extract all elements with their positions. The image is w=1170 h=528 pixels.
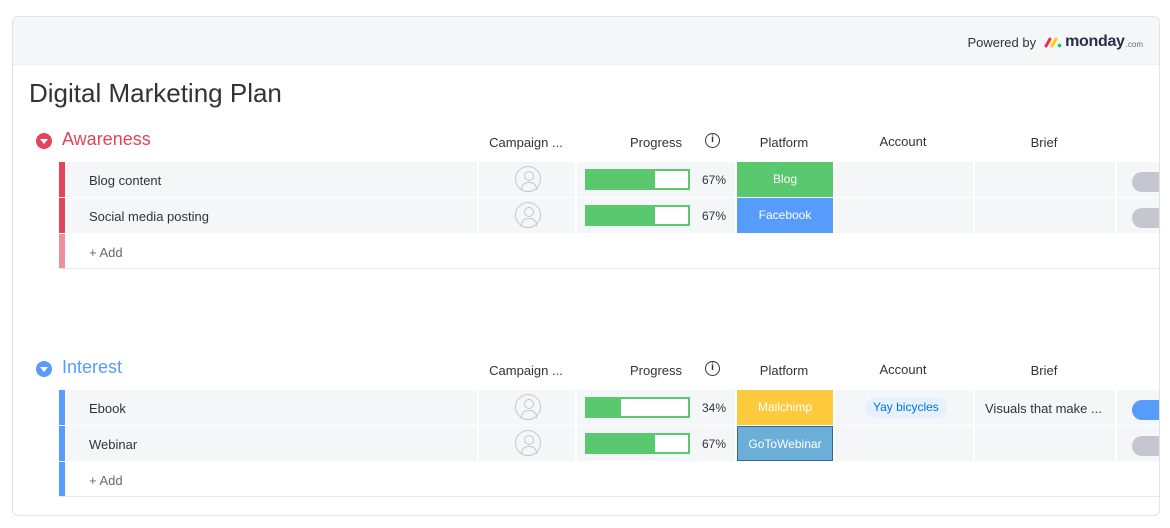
- account-cell[interactable]: [835, 198, 973, 233]
- toggle-cell: [1117, 390, 1159, 425]
- brief-text: Visuals that make ...: [985, 401, 1102, 416]
- item-name-cell[interactable]: Ebook: [67, 390, 477, 425]
- progress-cell: 34%: [577, 390, 735, 425]
- powered-by[interactable]: Powered by monday .com: [967, 33, 1143, 51]
- top-bar: Powered by monday .com: [13, 17, 1159, 65]
- column-header-owner[interactable]: Campaign ...: [489, 363, 563, 378]
- item-name: Ebook: [89, 401, 126, 416]
- column-header-owner[interactable]: Campaign ...: [489, 135, 563, 150]
- table-row[interactable]: Webinar 67% GoToWebinar: [59, 426, 1159, 461]
- progress-bar: [585, 169, 690, 190]
- person-icon[interactable]: [515, 202, 541, 228]
- brief-cell[interactable]: [975, 426, 1115, 461]
- column-header-account[interactable]: Account: [879, 362, 927, 377]
- table-row[interactable]: Social media posting 67% Facebook: [59, 198, 1159, 233]
- chevron-down-icon[interactable]: [36, 133, 52, 149]
- column-header-platform[interactable]: Platform: [759, 363, 809, 378]
- platform-status[interactable]: Blog: [737, 162, 833, 197]
- progress-percent: 67%: [702, 209, 727, 223]
- owner-cell[interactable]: [479, 162, 575, 197]
- platform-status[interactable]: Facebook: [737, 198, 833, 233]
- account-cell[interactable]: Yay bicycles: [835, 390, 973, 425]
- logo-suffix: .com: [1125, 40, 1143, 49]
- column-header-progress[interactable]: Progress: [629, 363, 683, 378]
- account-cell[interactable]: [835, 162, 973, 197]
- toggle-cell: [1117, 162, 1159, 197]
- toggle-switch[interactable]: [1132, 208, 1159, 228]
- info-icon[interactable]: i: [705, 361, 720, 376]
- group-color-stripe: [59, 198, 65, 233]
- progress-percent: 34%: [702, 401, 727, 415]
- column-header-brief[interactable]: Brief: [1030, 135, 1058, 150]
- group-color-stripe: [59, 234, 65, 268]
- toggle-switch[interactable]: [1132, 400, 1159, 420]
- progress-fill: [587, 207, 655, 224]
- group-title[interactable]: Interest: [62, 357, 123, 377]
- account-chip[interactable]: Yay bicycles: [865, 397, 947, 418]
- group-awareness: Awareness Campaign ... Progress i Platfo…: [13, 125, 1159, 285]
- group-interest: Interest Campaign ... Progress i Platfor…: [13, 353, 1159, 513]
- group-color-stripe: [59, 162, 65, 197]
- column-header-account[interactable]: Account: [879, 134, 927, 149]
- board-frame: Powered by monday .com Digital Marketing…: [12, 16, 1160, 516]
- owner-cell[interactable]: [479, 198, 575, 233]
- progress-cell: 67%: [577, 426, 735, 461]
- table-row[interactable]: Blog content 67% Blog: [59, 162, 1159, 197]
- toggle-cell: [1117, 198, 1159, 233]
- progress-bar: [585, 433, 690, 454]
- owner-cell[interactable]: [479, 390, 575, 425]
- table-row[interactable]: Ebook 34% Mailchimp Yay bicycles Visuals…: [59, 390, 1159, 425]
- person-icon[interactable]: [515, 430, 541, 456]
- item-name-cell[interactable]: Social media posting: [67, 198, 477, 233]
- group-header: Awareness Campaign ... Progress i Platfo…: [13, 125, 1159, 157]
- chevron-down-icon[interactable]: [36, 361, 52, 377]
- platform-status[interactable]: GoToWebinar: [737, 426, 833, 461]
- progress-cell: 67%: [577, 198, 735, 233]
- progress-bar: [585, 397, 690, 418]
- platform-status[interactable]: Mailchimp: [737, 390, 833, 425]
- group-header: Interest Campaign ... Progress i Platfor…: [13, 353, 1159, 385]
- column-header-platform[interactable]: Platform: [759, 135, 809, 150]
- toggle-switch[interactable]: [1132, 436, 1159, 456]
- item-name-cell[interactable]: Webinar: [67, 426, 477, 461]
- add-item-row[interactable]: + Add: [59, 234, 1159, 269]
- group-title[interactable]: Awareness: [62, 129, 151, 149]
- progress-cell: 67%: [577, 162, 735, 197]
- item-name: Social media posting: [89, 209, 209, 224]
- toggle-switch[interactable]: [1132, 172, 1159, 192]
- group-color-stripe: [59, 390, 65, 425]
- powered-by-label: Powered by: [967, 34, 1037, 50]
- owner-cell[interactable]: [479, 426, 575, 461]
- progress-fill: [587, 399, 622, 416]
- column-header-brief[interactable]: Brief: [1030, 363, 1058, 378]
- add-item-button[interactable]: + Add: [89, 473, 123, 488]
- toggle-cell: [1117, 426, 1159, 461]
- person-icon[interactable]: [515, 166, 541, 192]
- progress-fill: [587, 171, 655, 188]
- page-title: Digital Marketing Plan: [29, 78, 282, 108]
- item-name: Blog content: [89, 173, 162, 188]
- progress-percent: 67%: [702, 437, 727, 451]
- logo-word: monday: [1065, 33, 1125, 50]
- progress-fill: [587, 435, 655, 452]
- brief-cell[interactable]: [975, 198, 1115, 233]
- item-name: Webinar: [89, 437, 138, 452]
- add-item-button[interactable]: + Add: [89, 245, 123, 260]
- account-cell[interactable]: [835, 426, 973, 461]
- brief-cell[interactable]: Visuals that make ...: [975, 390, 1115, 425]
- group-color-stripe: [59, 462, 65, 496]
- group-color-stripe: [59, 426, 65, 461]
- brief-cell[interactable]: [975, 162, 1115, 197]
- progress-percent: 67%: [702, 173, 727, 187]
- item-name-cell[interactable]: Blog content: [67, 162, 477, 197]
- person-icon[interactable]: [515, 394, 541, 420]
- info-icon[interactable]: i: [705, 133, 720, 148]
- column-header-progress[interactable]: Progress: [629, 135, 683, 150]
- monday-logo-icon: [1044, 37, 1062, 48]
- progress-bar: [585, 205, 690, 226]
- add-item-row[interactable]: + Add: [59, 462, 1159, 497]
